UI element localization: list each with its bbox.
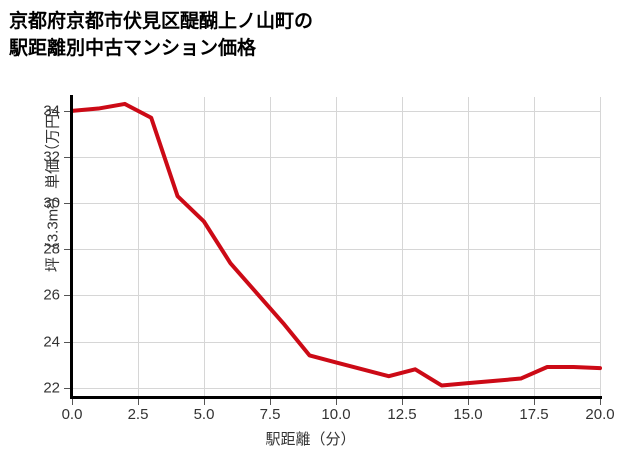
x-tick-mark-2.5	[138, 399, 139, 405]
y-tick-mark-28	[64, 249, 70, 251]
y-tick-label-22: 22	[43, 379, 60, 397]
y-tick-label-28: 28	[43, 240, 60, 258]
x-tick-mark-20	[600, 399, 601, 405]
x-tick-label-20: 20.0	[585, 406, 615, 423]
gridline-x-20	[600, 97, 601, 397]
y-tick-label-24: 24	[43, 333, 60, 351]
y-axis-spine	[70, 95, 73, 399]
x-tick-label-5: 5.0	[193, 406, 215, 423]
y-tick-label-34: 34	[43, 102, 60, 120]
y-tick-mark-24	[64, 341, 70, 343]
x-axis-spine	[70, 396, 602, 399]
x-tick-label-12.5: 12.5	[387, 406, 417, 423]
y-tick-mark-26	[64, 295, 70, 297]
gridline-x-5	[204, 97, 205, 397]
x-tick-mark-10	[336, 399, 337, 405]
x-tick-label-7.5: 7.5	[259, 406, 281, 423]
y-tick-mark-34	[64, 110, 70, 112]
x-tick-mark-12.5	[402, 399, 403, 405]
gridline-x-2.5	[138, 97, 139, 397]
x-tick-label-10: 10.0	[321, 406, 351, 423]
gridline-x-12.5	[402, 97, 403, 397]
y-axis-label: 坪（3.3m²）単価（万円）	[44, 98, 62, 273]
x-axis-label: 駅距離（分）	[265, 431, 356, 448]
x-tick-mark-0	[72, 399, 73, 405]
x-tick-mark-17.5	[534, 399, 535, 405]
gridline-x-10	[336, 97, 337, 397]
line-series-svg	[70, 101, 602, 388]
x-tick-mark-7.5	[270, 399, 271, 405]
y-tick-mark-30	[64, 203, 70, 205]
chart-title: 京都府京都市伏見区醍醐上ノ山町の 駅距離別中古マンション価格	[9, 11, 314, 59]
y-tick-mark-32	[64, 157, 70, 158]
x-tick-label-0: 0.0	[61, 406, 83, 423]
x-tick-mark-5	[204, 399, 205, 405]
y-tick-label-32: 32	[43, 148, 60, 166]
x-tick-label-17.5: 17.5	[519, 406, 549, 423]
x-tick-label-15: 15.0	[453, 406, 483, 423]
y-tick-mark-22	[64, 387, 70, 389]
gridline-x-17.5	[534, 97, 535, 397]
y-tick-label-26: 26	[43, 286, 60, 304]
x-tick-mark-15	[468, 399, 469, 405]
price-line-series	[70, 101, 602, 388]
gridline-x-15	[468, 97, 469, 397]
y-tick-label-30: 30	[43, 194, 60, 212]
plot-area	[70, 97, 602, 397]
x-tick-label-2.5: 2.5	[127, 406, 149, 423]
gridline-x-7.5	[270, 97, 271, 397]
